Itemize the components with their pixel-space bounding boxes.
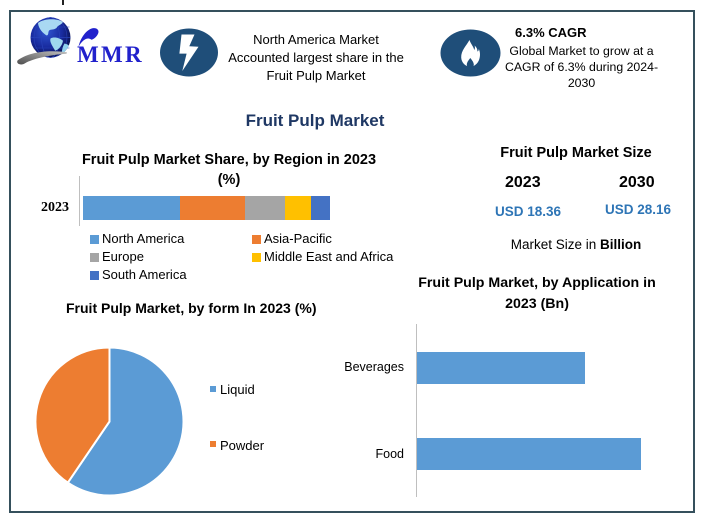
svg-text:MMR: MMR bbox=[77, 42, 144, 67]
